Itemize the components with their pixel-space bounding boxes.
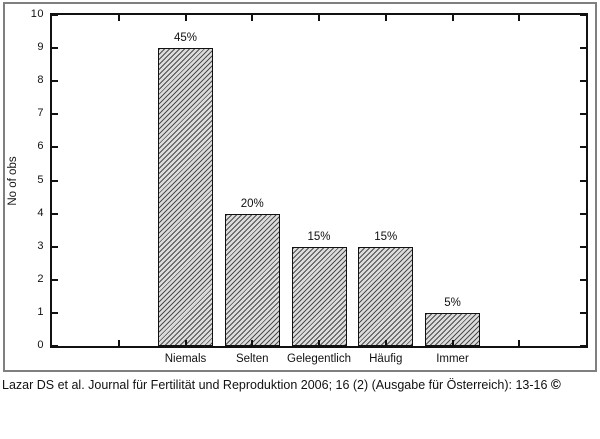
x-tick-mark-top — [117, 15, 120, 21]
bar-value-label: 5% — [444, 296, 461, 309]
x-tick-mark-top — [184, 15, 187, 21]
x-tick-label: Immer — [436, 353, 469, 365]
y-tick-label: 1 — [37, 305, 44, 318]
y-tick-mark-left — [52, 14, 58, 16]
x-tick-mark-bottom — [184, 340, 187, 346]
y-tick-label: 5 — [37, 173, 44, 186]
y-tick-mark-right — [580, 245, 586, 248]
y-tick-mark-right — [580, 345, 586, 347]
y-tick-label: 3 — [37, 239, 44, 252]
bar-3 — [291, 246, 347, 346]
x-tick-mark-bottom — [117, 340, 120, 346]
y-tick-mark-right — [580, 47, 586, 50]
y-tick-label: 2 — [37, 272, 44, 285]
y-tick-mark-left — [52, 245, 58, 248]
y-tick-mark-left — [52, 345, 58, 347]
x-tick-label: Häufig — [369, 353, 403, 365]
x-tick-mark-top — [251, 15, 254, 21]
copyright-symbol: © — [550, 377, 561, 392]
y-tick-mark-left — [52, 212, 58, 215]
y-tick-mark-right — [580, 80, 586, 83]
x-tick-mark-top — [384, 15, 387, 21]
x-tick-label: Gelegentlich — [287, 353, 351, 365]
y-tick-mark-right — [580, 113, 586, 116]
bar-value-label: 15% — [374, 230, 398, 243]
citation-text: Lazar DS et al. Journal für Fertilität u… — [2, 378, 548, 392]
x-tick-mark-bottom — [384, 340, 387, 346]
bar-2 — [224, 213, 280, 346]
y-tick-mark-left — [52, 113, 58, 116]
y-tick-mark-right — [580, 212, 586, 215]
y-tick-mark-right — [580, 278, 586, 281]
x-tick-mark-bottom — [251, 340, 254, 346]
y-tick-label: 6 — [37, 140, 44, 153]
y-tick-mark-right — [580, 14, 586, 16]
y-tick-label: 8 — [37, 74, 44, 87]
x-tick-mark-bottom — [451, 340, 454, 346]
y-tick-label: 4 — [37, 206, 44, 219]
y-tick-mark-left — [52, 80, 58, 83]
plot-area: No of obs 0 1 2 3 4 5 6 7 8 9 10 45% Niemals 20% Selte… — [7, 8, 588, 365]
y-tick-mark-left — [52, 179, 58, 182]
y-tick-mark-left — [52, 278, 58, 281]
y-tick-mark-left — [52, 47, 58, 50]
y-axis-title: No of obs — [7, 155, 19, 206]
bar-1 — [158, 48, 213, 346]
x-tick-mark-bottom — [318, 340, 320, 346]
y-tick-label: 0 — [37, 339, 44, 351]
x-tick-label: Niemals — [164, 353, 207, 365]
bar-4 — [358, 246, 414, 346]
x-tick-mark-top — [451, 15, 454, 21]
y-tick-label: 10 — [30, 8, 44, 20]
x-tick-mark-top — [518, 15, 521, 21]
bar-value-label: 15% — [307, 230, 331, 243]
y-tick-mark-left — [52, 311, 58, 314]
bar-value-label: 45% — [173, 32, 198, 45]
y-tick-label: 7 — [37, 107, 44, 120]
y-tick-mark-right — [580, 179, 586, 182]
y-tick-label: 9 — [37, 41, 44, 54]
y-tick-mark-right — [580, 146, 586, 149]
x-tick-label: Selten — [235, 353, 269, 365]
x-tick-mark-bottom — [518, 340, 521, 346]
y-tick-mark-right — [580, 311, 586, 314]
x-tick-mark-top — [318, 15, 320, 21]
bar-value-label: 20% — [240, 197, 264, 210]
citation-caption: Lazar DS et al. Journal für Fertilität u… — [2, 377, 598, 393]
y-tick-mark-left — [52, 146, 58, 149]
